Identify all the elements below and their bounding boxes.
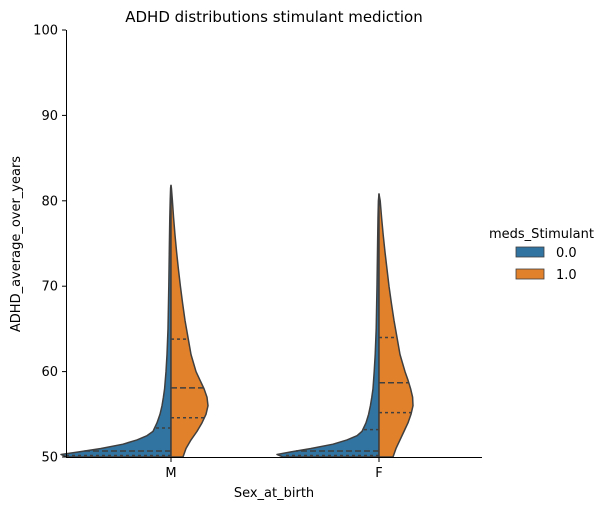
legend-title: meds_Stimulant bbox=[489, 227, 594, 242]
violin-f-meds-0-0 bbox=[276, 193, 380, 458]
legend: meds_Stimulant 0.0 1.0 bbox=[489, 227, 594, 283]
y-ticks: 50 60 70 80 90 100 bbox=[33, 24, 66, 466]
y-tick-label: 60 bbox=[41, 365, 58, 380]
y-tick-label: 80 bbox=[41, 194, 58, 209]
legend-entry-1: 1.0 bbox=[556, 268, 577, 283]
x-axis-label: Sex_at_birth bbox=[234, 486, 314, 501]
x-tick-label-m: M bbox=[165, 466, 176, 481]
legend-swatch-0 bbox=[515, 246, 545, 258]
violin-f-meds-1-0 bbox=[378, 193, 414, 458]
violin-m-meds-0-0 bbox=[60, 184, 172, 458]
violin-m-meds-1-0 bbox=[170, 184, 209, 458]
x-tick-label-f: F bbox=[375, 466, 382, 481]
y-tick-label: 70 bbox=[41, 280, 58, 295]
plot-area bbox=[60, 184, 414, 458]
y-tick-label: 50 bbox=[41, 451, 58, 466]
y-tick-label: 100 bbox=[33, 24, 58, 39]
chart-title: ADHD distributions stimulant mediction bbox=[125, 8, 422, 26]
legend-swatch-1 bbox=[515, 268, 545, 280]
y-tick-label: 90 bbox=[41, 109, 58, 124]
y-axis-label: ADHD_average_over_years bbox=[9, 156, 24, 332]
legend-entry-0: 0.0 bbox=[556, 246, 577, 261]
